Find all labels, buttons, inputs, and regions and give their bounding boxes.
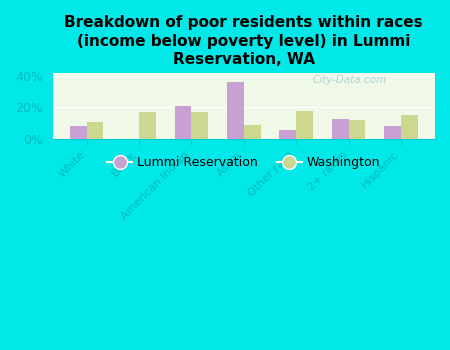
Bar xyxy=(279,130,296,139)
Bar xyxy=(70,126,87,139)
Legend: Lummi Reservation, Washington: Lummi Reservation, Washington xyxy=(102,151,385,174)
Bar xyxy=(384,126,401,139)
Bar xyxy=(175,106,191,139)
Bar xyxy=(139,112,156,139)
Bar xyxy=(191,112,208,139)
Bar xyxy=(332,119,348,139)
Bar xyxy=(401,116,418,139)
Bar xyxy=(87,122,104,139)
Bar xyxy=(244,125,261,139)
Bar xyxy=(348,120,365,139)
Text: City-Data.com: City-Data.com xyxy=(313,75,387,85)
Bar xyxy=(227,82,244,139)
Title: Breakdown of poor residents within races
(income below poverty level) in Lummi
R: Breakdown of poor residents within races… xyxy=(64,15,423,67)
Bar xyxy=(296,111,313,139)
